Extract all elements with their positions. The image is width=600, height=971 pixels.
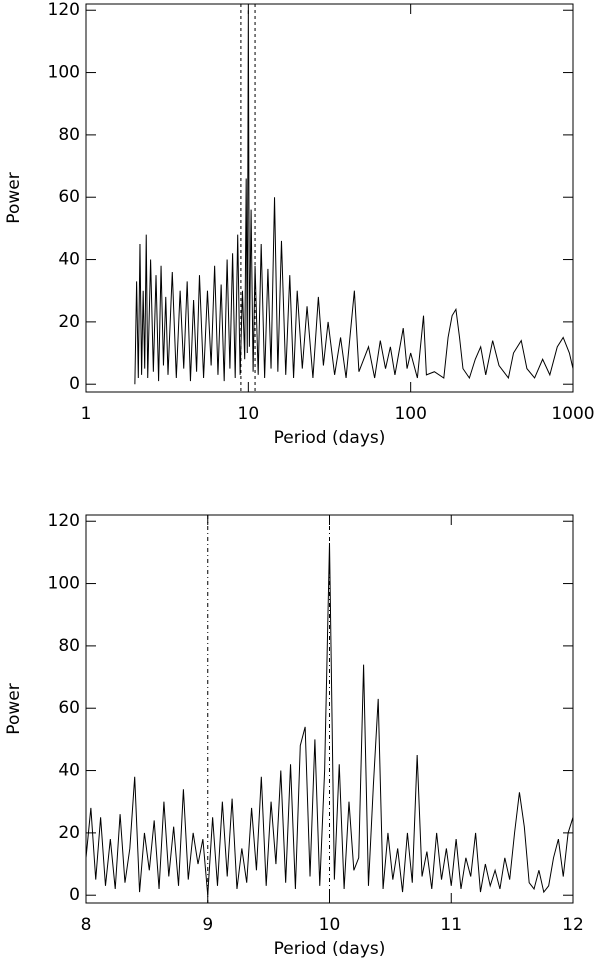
y-axis-label: Power	[4, 172, 24, 223]
y-tick-label: 80	[58, 125, 80, 145]
y-tick-label: 20	[58, 823, 80, 843]
power-line	[134, 10, 574, 385]
y-tick-label: 0	[69, 885, 80, 905]
x-tick-label: 100	[394, 404, 426, 424]
y-tick-label: 60	[58, 187, 80, 207]
y-tick-label: 100	[48, 63, 80, 83]
y-tick-label: 20	[58, 312, 80, 332]
x-tick-label: 1	[81, 404, 92, 424]
y-tick-label: 120	[48, 511, 80, 531]
x-tick-label: 10	[238, 404, 260, 424]
x-tick-label: 10	[319, 915, 341, 935]
x-tick-label: 1000	[551, 404, 594, 424]
y-tick-label: 100	[48, 574, 80, 594]
x-tick-label: 9	[202, 915, 213, 935]
x-tick-label: 8	[81, 915, 92, 935]
y-tick-label: 40	[58, 761, 80, 781]
plot-frame	[85, 3, 574, 393]
x-axis-label: Period (days)	[274, 428, 386, 448]
power-line	[85, 543, 574, 896]
y-axis-label: Power	[4, 683, 24, 734]
y-tick-label: 120	[48, 0, 80, 20]
y-tick-label: 60	[58, 698, 80, 718]
y-tick-label: 80	[58, 636, 80, 656]
y-tick-label: 40	[58, 250, 80, 270]
x-axis-label: Period (days)	[274, 939, 386, 959]
y-tick-label: 0	[69, 374, 80, 394]
x-tick-label: 12	[562, 915, 584, 935]
x-tick-label: 11	[440, 915, 462, 935]
